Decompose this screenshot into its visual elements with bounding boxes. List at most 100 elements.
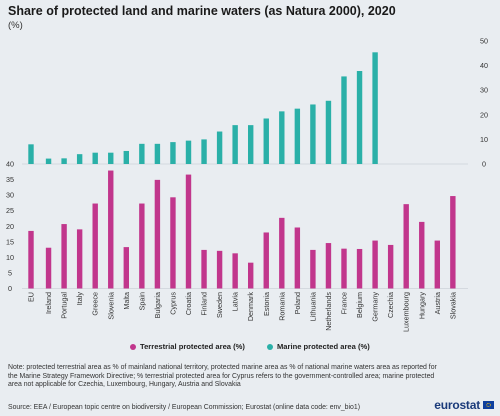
terrestrial-bars [28, 170, 456, 289]
legend-terrestrial-label: Terrestrial protected area (%) [140, 342, 245, 351]
terrestrial-tick-label: 0 [8, 284, 12, 293]
marine-bar [294, 108, 301, 164]
category-label: Netherlands [324, 292, 333, 331]
category-label: EU [27, 292, 36, 302]
footnote: Note: protected terrestrial area as % of… [8, 364, 437, 389]
category-label: Germany [371, 292, 380, 322]
marine-bar [232, 125, 238, 164]
marine-bar [279, 111, 285, 164]
category-label: Romania [277, 292, 286, 321]
marine-swatch-icon [266, 343, 273, 350]
category-label: Czechia [386, 292, 395, 318]
terrestrial-swatch-icon [130, 343, 136, 350]
marine-bar [216, 131, 223, 164]
marine-tick-label: 40 [480, 61, 488, 70]
marine-bar [185, 140, 192, 164]
category-label: Greece [91, 292, 100, 316]
terrestrial-bar [325, 243, 332, 289]
marine-bar [92, 152, 98, 164]
marine-tick-label: 50 [480, 37, 488, 46]
chart-unit: (%) [8, 20, 23, 31]
terrestrial-bar [139, 203, 145, 289]
marine-tick-label: 30 [480, 86, 488, 95]
terrestrial-bar [387, 244, 394, 289]
terrestrial-bar [76, 229, 83, 289]
category-label: Luxembourg [402, 292, 411, 332]
marine-bar [61, 158, 67, 164]
category-label: Cyprus [168, 292, 177, 315]
terrestrial-tick-label: 20 [6, 222, 14, 231]
category-label: Latvia [231, 292, 240, 311]
marine-bar [76, 154, 83, 164]
category-label: Denmark [246, 292, 255, 322]
marine-bar [248, 125, 254, 164]
category-label: Slovakia [448, 292, 457, 319]
chart-title: Share of protected land and marine water… [8, 4, 396, 18]
category-labels: EU Ireland Portugal Italy Greece Slovenia Malt… [27, 292, 458, 332]
category-label: France [340, 292, 349, 314]
marine-bar [123, 150, 129, 164]
eurostat-logo: eurostat [434, 398, 494, 412]
marine-tick-label: 10 [480, 135, 488, 144]
terrestrial-bar [450, 196, 456, 289]
legend-marine: Marine protected area (%) [266, 342, 370, 351]
terrestrial-bar [45, 247, 52, 289]
terrestrial-bar [310, 249, 316, 289]
marine-bar [263, 118, 269, 164]
terrestrial-bar [170, 197, 176, 289]
marine-tick-label: 0 [482, 160, 486, 169]
marine-bar [154, 143, 161, 164]
terrestrial-bar [154, 179, 161, 289]
terrestrial-bar [279, 217, 285, 289]
terrestrial-bar [434, 240, 440, 289]
marine-bar [201, 139, 207, 164]
terrestrial-bar [248, 262, 254, 289]
terrestrial-bar [28, 230, 34, 289]
eu-flag-icon [483, 401, 494, 409]
category-label: Italy [75, 292, 84, 306]
marine-axis: 0 10 20 30 40 50 [480, 37, 488, 169]
category-label: Poland [293, 292, 302, 314]
marine-bar [310, 104, 316, 164]
category-label: Portugal [60, 292, 69, 319]
marine-bar [356, 71, 363, 164]
chart-canvas: 0 10 20 30 40 50 0 5 10 15 20 25 30 35 40 EU Ireland Po… [6, 37, 488, 332]
terrestrial-tick-label: 30 [6, 191, 14, 200]
terrestrial-tick-label: 35 [6, 175, 14, 184]
terrestrial-tick-label: 40 [6, 160, 14, 169]
marine-bar [108, 152, 114, 164]
terrestrial-bar [123, 247, 129, 289]
logo-text: eurostat [434, 398, 480, 412]
marine-bar [325, 100, 332, 164]
marine-bar [139, 143, 145, 164]
terrestrial-bar [419, 221, 425, 289]
category-label: Bulgaria [153, 292, 162, 318]
terrestrial-bar [201, 249, 207, 289]
legend: Terrestrial protected area (%) Marine pr… [130, 342, 370, 351]
terrestrial-bar [232, 253, 238, 289]
terrestrial-bar [216, 250, 223, 289]
category-label: Estonia [262, 292, 271, 316]
category-label: Croatia [184, 292, 193, 315]
terrestrial-bar [403, 204, 409, 289]
marine-bars [28, 52, 378, 164]
category-label: Ireland [44, 292, 53, 314]
terrestrial-bar [341, 248, 347, 289]
category-label: Spain [137, 292, 146, 310]
source-line: Source: EEA / European topic centre on b… [8, 404, 361, 411]
terrestrial-tick-label: 15 [6, 237, 14, 246]
terrestrial-bar [356, 248, 363, 289]
terrestrial-bar [92, 203, 98, 289]
marine-tick-label: 20 [480, 110, 488, 119]
category-label: Lithuania [308, 292, 317, 321]
terrestrial-axis: 0 5 10 15 20 25 30 35 40 [6, 160, 14, 294]
category-label: Malta [122, 292, 131, 310]
marine-bar [372, 52, 378, 164]
marine-bar [341, 76, 347, 164]
category-label: Slovenia [106, 292, 115, 320]
terrestrial-bar [61, 224, 67, 289]
terrestrial-bar [294, 227, 301, 289]
category-label: Sweden [215, 292, 224, 318]
terrestrial-tick-label: 25 [6, 206, 14, 215]
category-label: Hungary [417, 292, 426, 320]
